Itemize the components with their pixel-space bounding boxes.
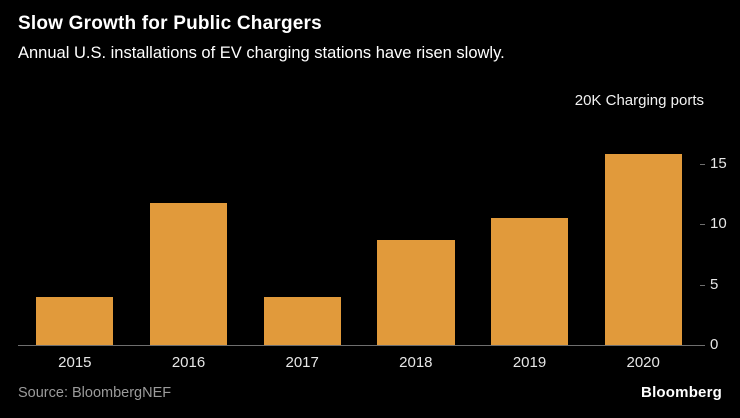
- y-axis: 0 5 10 15: [700, 103, 738, 353]
- bloomberg-logo: Bloomberg: [641, 384, 722, 401]
- bar-2020: [604, 153, 682, 345]
- x-tick-label: 2016: [171, 354, 206, 371]
- x-tick-label: 2019: [512, 354, 547, 371]
- bar-2017: [263, 296, 341, 345]
- chart-title: Slow Growth for Public Chargers: [18, 13, 322, 34]
- y-tick-mark: [700, 163, 705, 165]
- y-tick-label: 15: [710, 154, 727, 172]
- source-label: Source: BloombergNEF: [18, 385, 172, 401]
- x-tick-label: 2018: [399, 354, 433, 371]
- chart-subtitle: Annual U.S. installations of EV charging…: [18, 44, 505, 62]
- bar-2019: [490, 217, 569, 345]
- x-axis: 2015 2016 2017 2018 2019 2020: [18, 354, 700, 371]
- bar-slot: [359, 103, 473, 345]
- bar-slot: [586, 103, 700, 345]
- y-tick-label: 0: [710, 336, 719, 353]
- y-tick-label: 5: [710, 275, 719, 293]
- bar-slot: [18, 103, 132, 345]
- y-tick-mark: [700, 224, 705, 225]
- y-axis-unit-label: 20K Charging ports: [574, 92, 704, 109]
- bar-slot: [245, 103, 359, 345]
- x-tick-label: 2015: [58, 354, 92, 371]
- y-tick-mark: [700, 345, 705, 346]
- bar-2016: [149, 203, 228, 345]
- y-tick-label: 10: [710, 215, 727, 232]
- x-tick-label: 2020: [626, 354, 660, 371]
- bar-slot: [473, 103, 587, 345]
- x-tick-label: 2017: [285, 354, 319, 371]
- plot-area: [18, 103, 700, 345]
- y-tick-mark: [700, 284, 705, 286]
- x-axis-line: [18, 345, 700, 346]
- bar-2018: [377, 239, 455, 345]
- bar-2015: [36, 296, 114, 345]
- bar-slot: [132, 103, 246, 345]
